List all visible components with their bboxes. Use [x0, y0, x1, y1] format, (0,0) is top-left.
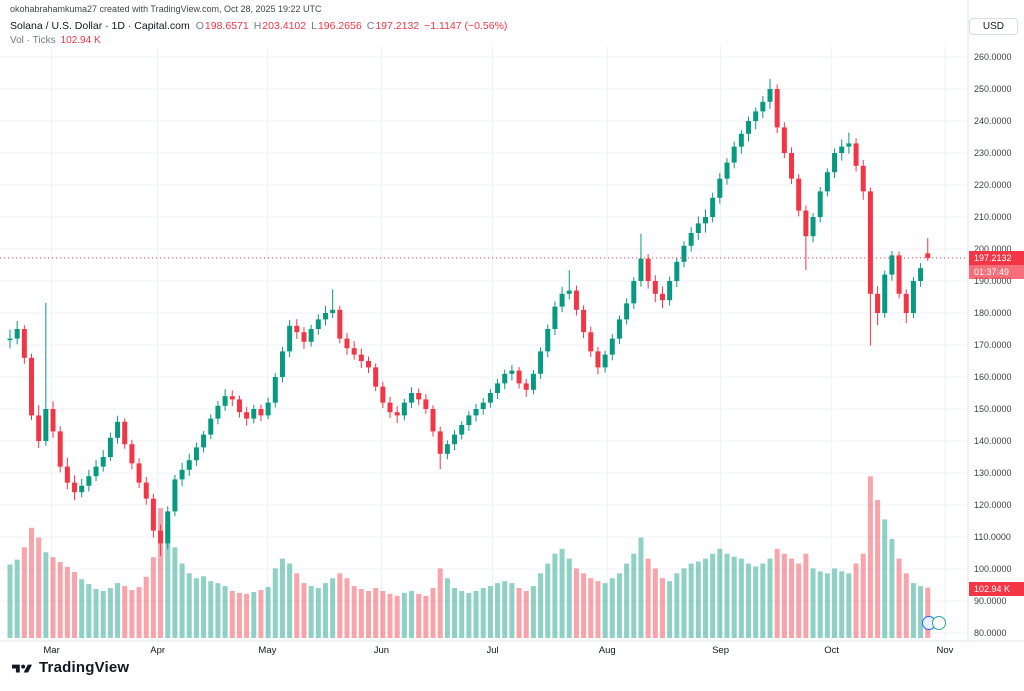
ohlc-value: 198.6571: [204, 20, 249, 32]
time-scale[interactable]: Mar Apr May Jun Jul Aug Sep Oct Nov: [0, 641, 1024, 659]
chart-legend: Solana / U.S. Dollar · 1D · Capital.com O…: [10, 20, 512, 47]
price-tick-label: 170.0000: [974, 340, 1012, 350]
time-tick-label: Nov: [936, 645, 954, 656]
price-tick-label: 200.0000: [974, 244, 1012, 254]
legend-symbol-row: Solana / U.S. Dollar · 1D · Capital.com O…: [10, 20, 512, 33]
time-tick-label: Mar: [43, 645, 60, 656]
price-tick-label: 250.0000: [974, 84, 1012, 94]
last-price-badge: 197.2132: [969, 250, 1024, 265]
attribution-text: okohabrahamkuma27 created with TradingVi…: [10, 4, 322, 14]
time-tick-label: Apr: [150, 645, 166, 656]
time-tick-label: Aug: [598, 645, 616, 656]
currency-toggle-button[interactable]: USD: [968, 18, 1018, 35]
price-tick-label: 90.0000: [974, 596, 1007, 606]
instrument-logo-icons: [922, 616, 946, 630]
price-tick-label: 100.0000: [974, 564, 1012, 574]
tradingview-logo-icon: [12, 664, 32, 672]
ohlc-key: H: [253, 20, 262, 32]
price-tick-label: 130.0000: [974, 468, 1012, 478]
brand-name: TradingView: [39, 659, 130, 676]
price-tick-label: 80.0000: [974, 628, 1007, 638]
ohlc-value: 203.4102: [262, 20, 307, 32]
price-scale[interactable]: 260.0000 250.0000 240.0000 230.0000 220.0000…: [969, 0, 1024, 641]
price-tick-label: 150.0000: [974, 404, 1012, 414]
time-tick-label: Oct: [824, 645, 840, 656]
ohlc-key: L: [311, 20, 317, 32]
price-tick-label: 230.0000: [974, 148, 1012, 158]
price-change-value: −1.1147 (−0.56%): [424, 20, 508, 32]
price-tick-label: 140.0000: [974, 436, 1012, 446]
price-tick-label: 180.0000: [974, 308, 1012, 318]
bar-countdown-badge: 01:37:49: [969, 264, 1024, 279]
symbol-title[interactable]: Solana / U.S. Dollar · 1D · Capital.com: [10, 20, 190, 32]
price-tick-label: 240.0000: [974, 116, 1012, 126]
legend-volume-row: Vol · Ticks 102.94 K: [10, 34, 512, 47]
ohlc-values: O198.6571 H203.4102 L196.2656 C197.2132 −1.1…: [196, 20, 513, 32]
price-tick-label: 160.0000: [974, 372, 1012, 382]
price-tick-label: 190.0000: [974, 276, 1012, 286]
price-tick-label: 120.0000: [974, 500, 1012, 510]
time-tick-label: Jun: [373, 645, 390, 656]
price-tick-label: 260.0000: [974, 52, 1012, 62]
volume-value-badge: 102.94 K: [969, 581, 1024, 596]
price-tick-label: 110.0000: [974, 532, 1011, 542]
ohlc-value: 197.2132: [375, 20, 420, 32]
time-tick-label: Sep: [712, 645, 729, 656]
ohlc-key: O: [195, 20, 204, 32]
time-tick-label: May: [258, 645, 277, 656]
tradingview-logo[interactable]: TradingView: [12, 659, 129, 676]
time-tick-label: Jul: [486, 645, 499, 656]
volume-study-label[interactable]: Vol · Ticks: [10, 35, 56, 46]
volume-study-value: 102.94 K: [60, 35, 101, 46]
price-tick-label: 220.0000: [974, 180, 1012, 190]
price-tick-label: 210.0000: [974, 212, 1012, 222]
ohlc-key: C: [366, 20, 375, 32]
ohlc-value: 196.2656: [317, 20, 362, 32]
symbol-logo-icon: [932, 616, 946, 630]
